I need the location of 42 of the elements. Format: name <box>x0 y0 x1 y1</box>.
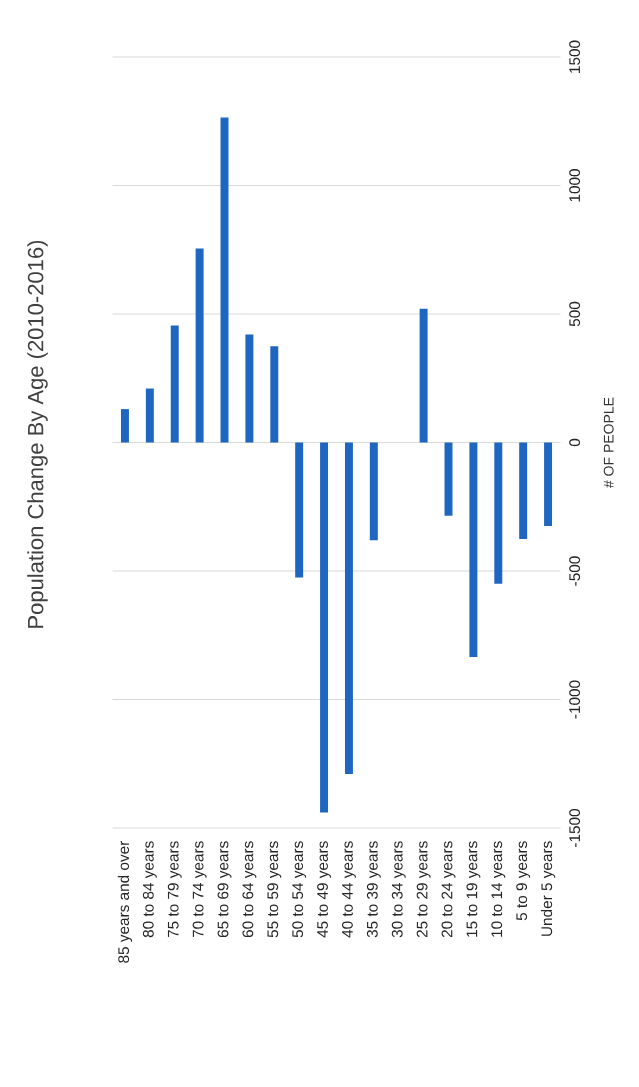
bar <box>494 442 503 584</box>
bar <box>369 442 378 541</box>
bar <box>145 388 154 443</box>
x-tick-label: 65 to 69 years <box>217 841 232 938</box>
x-tick-label: 20 to 24 years <box>441 841 456 938</box>
x-tick-label: 75 to 79 years <box>167 841 182 938</box>
x-tick-label: 35 to 39 years <box>366 841 381 938</box>
bar <box>320 442 329 813</box>
y-axis-title: # OF PEOPLE <box>603 397 614 488</box>
bar <box>195 248 204 443</box>
x-tick-label: 50 to 54 years <box>292 841 307 938</box>
x-tick-label: 10 to 14 years <box>491 841 506 937</box>
bar <box>120 409 129 443</box>
x-tick-label: 70 to 74 years <box>192 841 207 938</box>
text: Population Change By Age (2010-2016) <box>27 240 48 628</box>
bar <box>170 325 179 443</box>
y-tick-label: 1000 <box>569 169 581 202</box>
bar <box>295 442 304 578</box>
y-tick-label: 1500 <box>569 40 581 73</box>
x-tick-label: 85 years and over <box>117 841 133 963</box>
bar <box>419 308 428 443</box>
x-tick-label: 80 to 84 years <box>142 841 157 938</box>
x-tick-label: Under 5 years <box>540 841 556 936</box>
x-tick-label: 15 to 19 years <box>466 841 481 937</box>
bar <box>270 346 279 443</box>
y-tick-label: 0 <box>569 438 581 447</box>
x-tick-label: 60 to 64 years <box>242 841 257 938</box>
y-tick-label: -1000 <box>569 680 581 719</box>
x-tick-label: 40 to 44 years <box>342 841 356 938</box>
bar <box>469 442 478 658</box>
y-tick-label: 500 <box>569 301 581 327</box>
bar <box>344 442 353 775</box>
x-tick-label: 45 to 49 years <box>317 841 331 938</box>
x-tick-label: 25 to 29 years <box>416 841 431 938</box>
bar <box>544 442 553 527</box>
bar <box>519 442 528 539</box>
y-tick-label: -1500 <box>569 809 581 847</box>
x-tick-label: 5 to 9 years <box>516 841 531 921</box>
y-tick-label: -500 <box>569 556 581 586</box>
x-tick-label: 55 to 59 years <box>267 841 282 938</box>
bar <box>245 334 254 443</box>
x-tick-label: 30 to 34 years <box>391 841 406 938</box>
